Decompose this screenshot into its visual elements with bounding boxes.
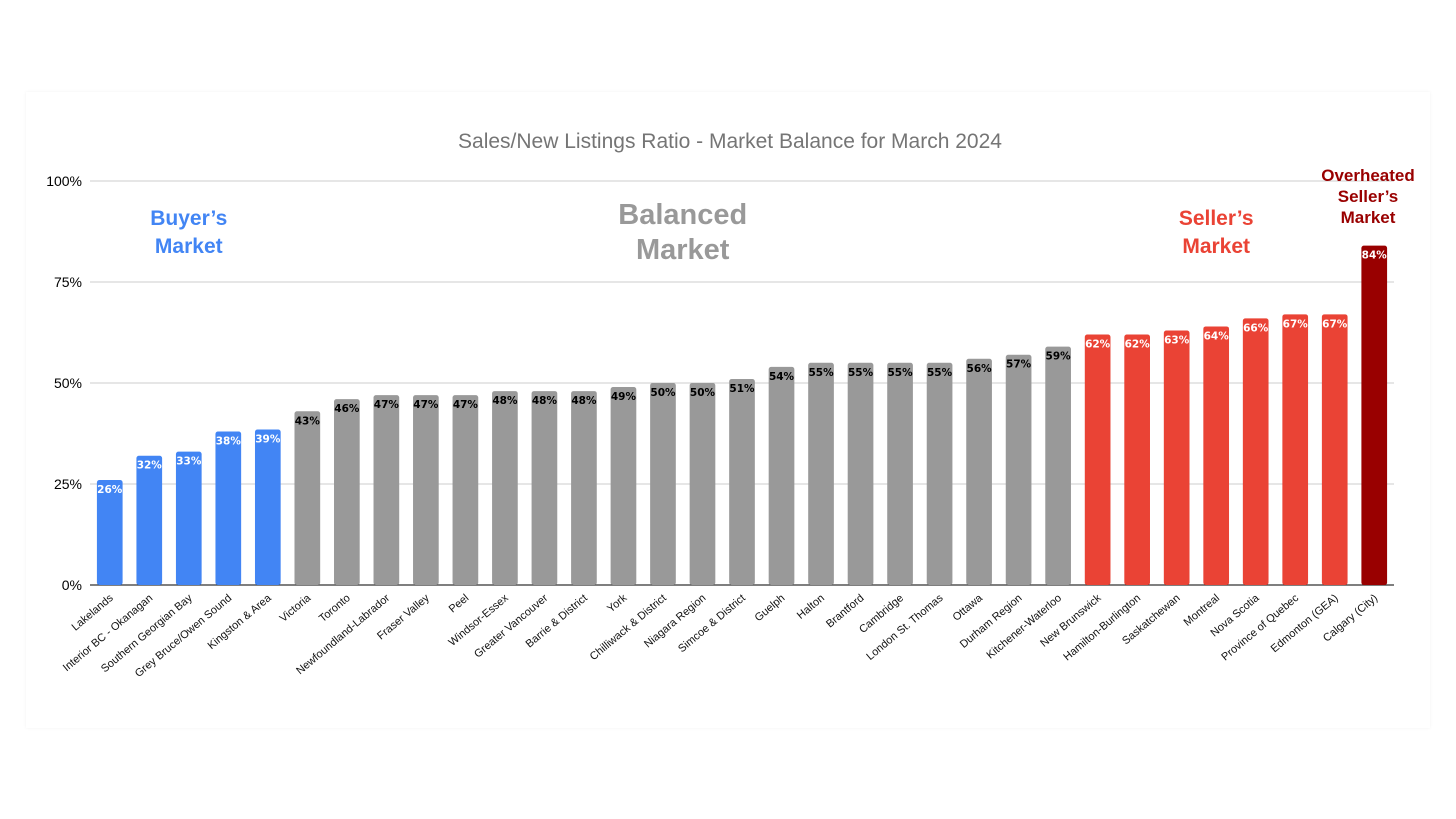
bar [452, 395, 479, 585]
bar [1045, 346, 1071, 585]
data-label: 39% [255, 433, 281, 445]
bar [136, 455, 163, 585]
data-label: 55% [927, 367, 953, 379]
data-label: 59% [1046, 351, 1072, 363]
x-tick-label: Greater Vancouver [472, 592, 551, 661]
y-tick-label: 75% [54, 274, 82, 290]
bar [413, 395, 439, 585]
data-label: 47% [413, 399, 439, 411]
data-label: 67% [1322, 318, 1348, 330]
data-label: 38% [216, 435, 242, 447]
data-label: 55% [848, 367, 874, 379]
bar [1321, 314, 1348, 585]
y-tick-label: 50% [54, 375, 82, 391]
bar [1084, 334, 1111, 585]
data-label: 48% [532, 395, 558, 407]
bar [1203, 326, 1230, 585]
data-label: 47% [374, 399, 400, 411]
bar [215, 431, 242, 585]
data-label: 48% [571, 395, 597, 407]
bar [571, 391, 597, 585]
bar [847, 362, 874, 585]
data-label: 67% [1283, 318, 1309, 330]
x-tick-label: Simcoe & District [676, 592, 748, 655]
x-tick-label: Hamilton-Burlington [1061, 592, 1143, 663]
bar [1361, 245, 1388, 585]
data-label: 64% [1204, 330, 1230, 342]
zone-label-balanced: Balanced Market [618, 199, 747, 266]
data-label: 55% [808, 367, 834, 379]
x-tick-label: Kitchener-Waterloo [985, 592, 1065, 661]
x-tick-label: York [605, 592, 630, 615]
x-tick-label: Edmonton (GEA) [1269, 592, 1341, 655]
zone-label-seller: Seller’s Market [1179, 207, 1254, 258]
x-tick-label: Ottawa [951, 592, 986, 624]
data-label: 57% [1006, 359, 1032, 371]
bar [1282, 314, 1309, 585]
y-tick-label: 0% [62, 577, 82, 593]
data-label: 54% [769, 371, 795, 383]
bar [689, 383, 716, 585]
bar [1124, 334, 1150, 585]
data-label: 62% [1085, 339, 1111, 351]
data-label: 43% [295, 415, 321, 427]
chart-title: Sales/New Listings Ratio - Market Balanc… [458, 130, 1002, 153]
data-label: 32% [137, 460, 163, 472]
bar [808, 362, 834, 585]
zone-label-buyer: Buyer’s Market [150, 207, 227, 258]
data-label: 50% [690, 387, 716, 399]
data-label: 48% [492, 395, 518, 407]
bar [610, 387, 637, 585]
x-tick-label: Halton [795, 592, 827, 622]
bar [96, 479, 123, 585]
data-label: 84% [1362, 250, 1388, 262]
bar [175, 451, 202, 585]
bar [768, 366, 795, 585]
data-label: 47% [453, 399, 479, 411]
x-tick-label: Chilliwack & District [588, 592, 669, 663]
x-tick-label: London St. Thomas [864, 592, 945, 663]
data-label: 51% [729, 383, 755, 395]
data-label: 63% [1164, 334, 1190, 346]
x-tick-label: Peel [447, 592, 472, 615]
chart-panel: Sales/New Listings Ratio - Market Balanc… [26, 92, 1430, 728]
bar [531, 391, 558, 585]
bar [926, 362, 953, 585]
bar [1163, 330, 1190, 585]
bar [254, 429, 281, 585]
y-tick-label: 100% [46, 173, 82, 189]
zone-label-overheated: Overheated Seller’s Market [1321, 166, 1415, 227]
data-label: 49% [611, 391, 637, 403]
data-label: 55% [887, 367, 913, 379]
data-label: 46% [334, 403, 360, 415]
bar [887, 362, 913, 585]
bar [334, 399, 360, 585]
data-labels: 26% 32% 33% 38% 39% 43% 46% 47% 47% 47% 48% 48% 48% 4… [97, 250, 1387, 496]
bar [966, 358, 992, 585]
zone-annotations: Buyer’s Market Balanced Market Seller’s Marke… [150, 166, 1415, 266]
bar [1005, 354, 1032, 585]
x-tick-label: Guelph [753, 592, 788, 624]
data-label: 50% [650, 387, 676, 399]
data-label: 26% [97, 484, 123, 496]
bar [294, 411, 321, 585]
x-tick-label: Victoria [278, 592, 314, 625]
bar [729, 378, 755, 585]
data-label: 33% [176, 456, 202, 468]
data-label: 66% [1243, 322, 1269, 334]
y-tick-label: 25% [54, 476, 82, 492]
bar [1242, 318, 1269, 585]
bars [96, 245, 1388, 585]
data-label: 62% [1125, 339, 1151, 351]
x-tick-label: Toronto [317, 592, 353, 625]
bar-chart: Sales/New Listings Ratio - Market Balanc… [46, 130, 1415, 680]
bar [492, 391, 518, 585]
data-label: 56% [967, 363, 993, 375]
bar [650, 383, 676, 585]
bar [373, 395, 400, 585]
